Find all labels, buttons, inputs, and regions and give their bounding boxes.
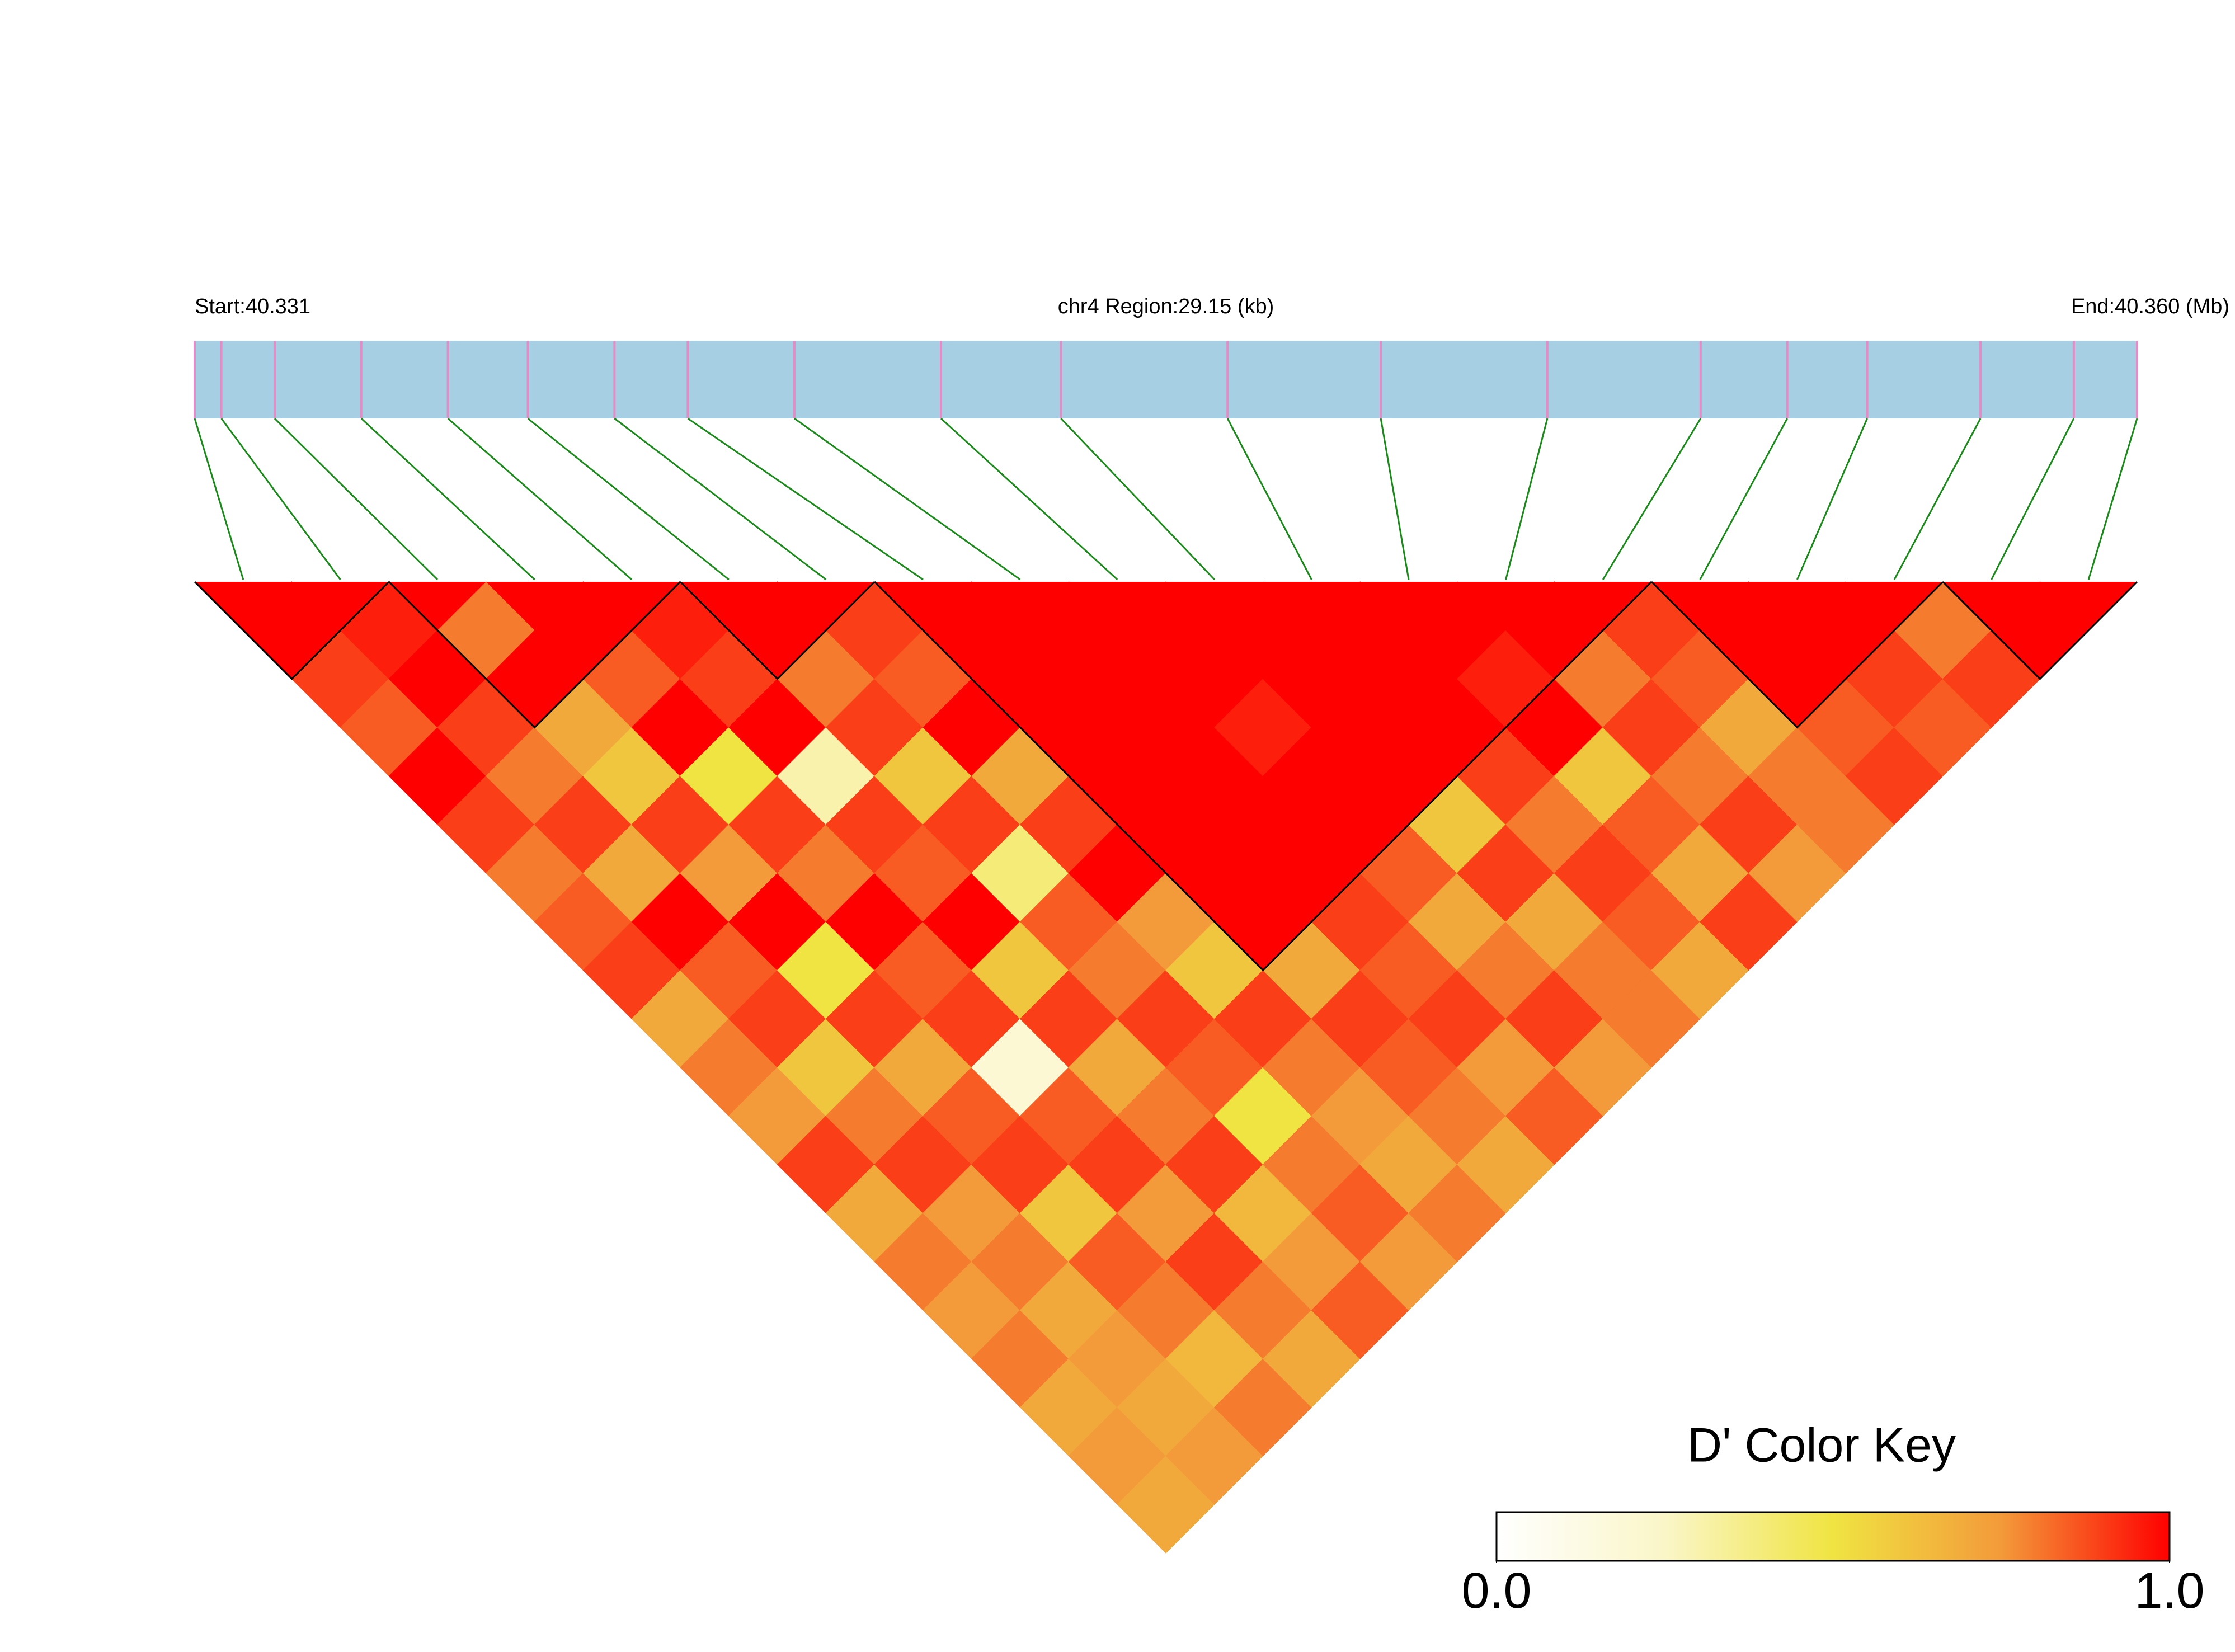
snp-link [527, 417, 730, 581]
snp-link [940, 417, 1118, 581]
snp-link [220, 418, 341, 580]
snp-link [2087, 418, 2138, 580]
ld-diagonal [1069, 582, 1166, 630]
ld-diagonal [1457, 582, 1555, 630]
ld-block [194, 581, 390, 680]
color-key [1495, 1511, 2171, 1562]
snp-link [360, 417, 535, 581]
ld-block [388, 581, 681, 729]
snp-link [1991, 418, 2075, 580]
ld-diagonal [389, 582, 486, 630]
snp-link [1380, 418, 1410, 580]
snp-link [274, 417, 439, 581]
region-label: chr4 Region:29.15 (kb) [1058, 295, 1274, 318]
ld-diagonal [2040, 582, 2137, 630]
snp-link [1796, 418, 1868, 580]
ld-diagonal [195, 582, 292, 630]
key-tick-label: 0.0 [1461, 1563, 1531, 1619]
ld-diagonal [1263, 582, 1361, 630]
ld-diagonal [777, 582, 875, 630]
snp-link [194, 418, 244, 580]
ld-diagonal [583, 582, 680, 630]
ld-diagonal [680, 582, 778, 630]
ld-diagonal [1166, 582, 1263, 630]
snp-link [614, 417, 827, 581]
snp-link [794, 417, 1021, 581]
start-label: Start:40.331 [195, 295, 310, 318]
ld-diagonal [1360, 582, 1457, 630]
end-label: End:40.360 (Mb) [2071, 295, 2229, 318]
ld-diagonal [291, 582, 389, 630]
snp-link [1602, 418, 1702, 580]
ld-diagonal [1554, 582, 1651, 630]
ld-diagonal [1846, 582, 1943, 630]
snp-link [1699, 418, 1789, 580]
snp-link [447, 417, 633, 581]
ld-diagonal [971, 582, 1069, 630]
ld-block [1942, 581, 2138, 680]
key-tick-label: 1.0 [2134, 1563, 2204, 1619]
snp-link [1505, 418, 1549, 580]
snp-bar [195, 341, 2137, 418]
ld-block [1650, 581, 1944, 729]
snp-link [1893, 418, 1982, 580]
snp-link [1060, 417, 1215, 581]
snp-link [1226, 418, 1312, 580]
key-title: D' Color Key [1687, 1419, 1956, 1472]
ld-block [874, 581, 1653, 972]
ld-diagonal [874, 582, 972, 630]
ld-diagonal [486, 582, 584, 630]
snp-link [687, 417, 924, 581]
ld-block [679, 581, 876, 680]
ld-diagonal [1748, 582, 1846, 630]
ld-diagonal [1651, 582, 1749, 630]
ld-diagonal [1942, 582, 2040, 630]
